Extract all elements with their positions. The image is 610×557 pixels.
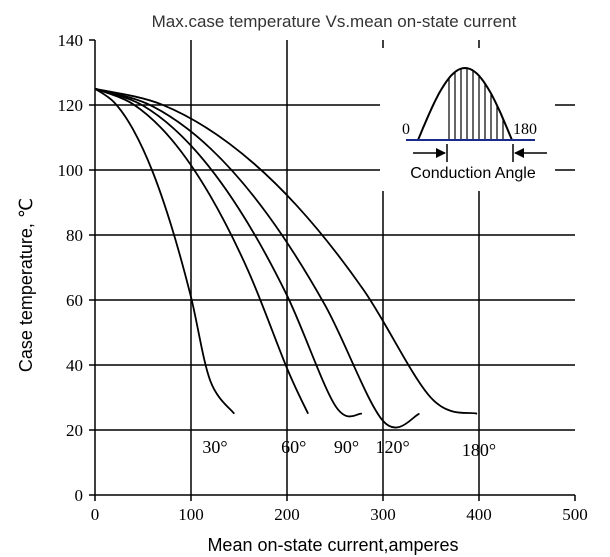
chart-title: Max.case temperature Vs.mean on-state cu… [152,12,517,31]
inset-right-arrowhead [514,148,524,158]
y-tick-label-20: 20 [66,421,83,440]
x-axis-label: Mean on-state current,amperes [207,535,458,555]
y-tick-label-60: 60 [66,291,83,310]
series-line-4 [94,87,478,415]
inset-left-arrowhead [436,148,446,158]
x-tick-label-100: 100 [178,505,204,524]
y-tick-label-40: 40 [66,356,83,375]
y-tick-label-100: 100 [58,161,84,180]
conduction-angle-inset: 0 180 Conduction Angle [380,48,555,191]
series-labels: 30° 60° 90° 120° 180° [202,437,496,460]
y-tick-label-0: 0 [75,486,84,505]
series-label-4: 180° [462,440,496,460]
y-axis-label: Case temperature, ℃ [16,198,36,372]
inset-caption: Conduction Angle [410,165,536,182]
y-tick-label-140: 140 [58,31,84,50]
series-label-1: 60° [281,437,306,457]
series-label-2: 90° [334,437,359,457]
x-tick-label-400: 400 [466,505,492,524]
series-label-3: 120° [375,437,409,457]
y-tick-label-120: 120 [58,96,84,115]
series-lines [94,87,478,429]
x-tick-label-500: 500 [562,505,588,524]
series-line-1 [94,87,309,415]
inset-label-180: 180 [513,121,537,138]
x-tick-labels: 0 100 200 300 400 500 [91,505,588,524]
series-line-3 [94,87,420,429]
inset-hatch [448,68,504,140]
series-line-2 [94,87,363,418]
x-tick-label-0: 0 [91,505,100,524]
y-tick-labels: 0 20 40 60 80 100 120 140 [58,31,84,505]
x-tick-label-300: 300 [370,505,396,524]
inset-label-0: 0 [402,121,410,138]
series-label-0: 30° [202,437,227,457]
inset-half-sine-curve [417,66,513,141]
x-tick-label-200: 200 [274,505,300,524]
series-line-0 [94,88,235,415]
y-tick-label-80: 80 [66,226,83,245]
plot-frame [89,39,576,501]
